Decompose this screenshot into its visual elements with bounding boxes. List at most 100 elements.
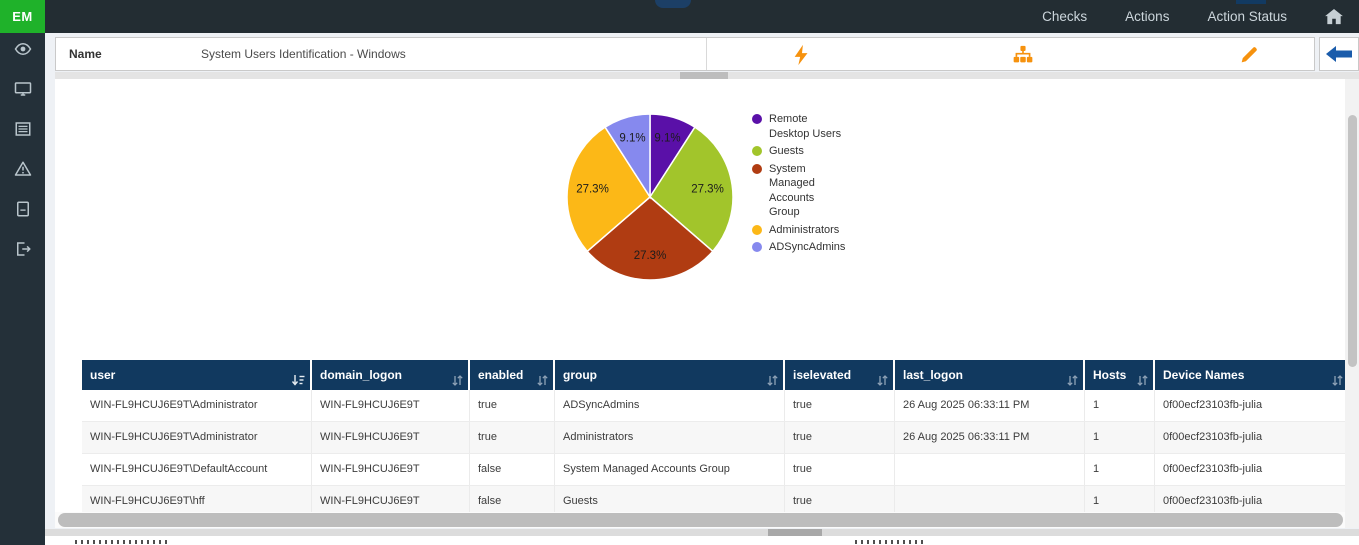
list-icon[interactable] (14, 120, 32, 138)
pie-slice-label: 27.3% (691, 184, 724, 196)
column-header-device-names[interactable]: Device Names (1155, 360, 1350, 390)
legend-item-0[interactable]: Remote Desktop Users (752, 112, 845, 141)
table-cell: 0f00ecf23103fb-julia (1155, 454, 1350, 485)
table-cell: WIN-FL9HCUJ6E9T (312, 390, 470, 421)
back-button-container (1319, 37, 1359, 71)
left-sidebar (0, 33, 45, 545)
pie-slice-label: 27.3% (576, 184, 609, 196)
pie-slice-label: 9.1% (619, 132, 645, 144)
table-cell: WIN-FL9HCUJ6E9T\hff (82, 486, 312, 517)
pie-slice-3[interactable] (566, 126, 651, 253)
scrollbar-thumb[interactable] (768, 529, 822, 536)
table-row[interactable]: WIN-FL9HCUJ6E9T\DefaultAccount WIN-FL9HCU… (82, 454, 1350, 486)
legend-item-3[interactable]: Administrators (752, 223, 845, 238)
legend-color-dot (752, 224, 762, 235)
sort-icon[interactable] (451, 368, 464, 398)
pie-slice-label: 27.3% (634, 250, 667, 262)
clipped-bottom-section (45, 536, 1359, 545)
home-icon[interactable] (1325, 8, 1343, 25)
app-logo[interactable]: EM (0, 0, 45, 33)
top-horizontal-scrollbar[interactable] (55, 72, 1359, 79)
legend-label: Guests (769, 145, 804, 157)
back-arrow-icon[interactable] (1326, 46, 1352, 62)
nav-action-status[interactable]: Action Status (1207, 9, 1287, 24)
legend-label: ADSyncAdmins (769, 241, 846, 253)
table-cell: System Managed Accounts Group (555, 454, 785, 485)
table-row[interactable]: WIN-FL9HCUJ6E9T\Administrator WIN-FL9HCUJ… (82, 390, 1350, 422)
page-horizontal-scrollbar[interactable] (45, 529, 1359, 536)
nav-actions[interactable]: Actions (1125, 9, 1170, 24)
column-label: domain_logon (320, 368, 402, 382)
pie-slice-label: 9.1% (654, 132, 680, 144)
sort-icon[interactable] (536, 368, 549, 398)
column-label: user (90, 368, 116, 382)
nav-checks[interactable]: Checks (1042, 9, 1088, 24)
column-label: group (563, 368, 597, 382)
column-header-domain-logon[interactable]: domain_logon (312, 360, 470, 390)
check-name-value: System Users Identification - Windows (201, 47, 406, 61)
sign-out-icon[interactable] (14, 240, 32, 258)
eye-icon[interactable] (14, 40, 32, 58)
pie-legend: Remote Desktop Users Guests System Managed Ac… (752, 112, 845, 258)
table-cell: WIN-FL9HCUJ6E9T (312, 486, 470, 517)
scrollbar-thumb[interactable] (1348, 115, 1357, 367)
vertical-scrollbar[interactable] (1345, 79, 1359, 528)
sort-icon[interactable] (1136, 368, 1149, 398)
legend-item-1[interactable]: Guests (752, 144, 845, 159)
clipped-top-element (1236, 0, 1266, 4)
table-cell (895, 454, 1085, 485)
table-cell: false (470, 486, 555, 517)
sort-icon[interactable] (876, 368, 889, 398)
sort-icon[interactable] (291, 368, 306, 398)
table-cell: true (470, 390, 555, 421)
table-header-row: user domain_logon enabled group iselevated la… (82, 360, 1350, 390)
truncated-text-fragment (855, 540, 925, 544)
legend-label: System Managed Accounts Group (769, 162, 815, 219)
legend-color-dot (752, 163, 762, 174)
column-header-hosts[interactable]: Hosts (1085, 360, 1155, 390)
column-header-last-logon[interactable]: last_logon (895, 360, 1085, 390)
notebook-icon[interactable] (14, 200, 32, 218)
sort-icon[interactable] (1066, 368, 1079, 398)
table-cell: WIN-FL9HCUJ6E9T\Administrator (82, 422, 312, 453)
legend-item-4[interactable]: ADSyncAdmins (752, 240, 845, 255)
monitor-icon[interactable] (14, 80, 32, 98)
table-cell: true (785, 486, 895, 517)
legend-color-dot (752, 146, 762, 156)
table-cell: false (470, 454, 555, 485)
warning-triangle-icon[interactable] (14, 160, 32, 178)
pencil-icon[interactable] (1238, 44, 1260, 66)
table-row[interactable]: WIN-FL9HCUJ6E9T\Administrator WIN-FL9HCUJ… (82, 422, 1350, 454)
table-cell: WIN-FL9HCUJ6E9T\Administrator (82, 390, 312, 421)
legend-item-2[interactable]: System Managed Accounts Group (752, 162, 845, 220)
name-label: Name (69, 47, 102, 61)
table-cell: 0f00ecf23103fb-julia (1155, 422, 1350, 453)
table-horizontal-scrollbar[interactable] (55, 512, 1345, 528)
legend-label: Administrators (769, 223, 840, 236)
table-cell: true (785, 390, 895, 421)
check-name-panel: Name System Users Identification - Windo… (55, 37, 1315, 71)
table-cell: Administrators (555, 422, 785, 453)
truncated-text-fragment (75, 540, 170, 544)
column-label: last_logon (903, 368, 964, 382)
column-label: Hosts (1093, 368, 1127, 382)
pie-slice-1[interactable] (649, 126, 734, 253)
legend-color-dot (752, 242, 762, 252)
lightning-icon[interactable] (791, 44, 813, 66)
check-result-content: 9.1% 27.3% 27.3% 27.3% 9.1% Remote Desktop Us… (55, 79, 1350, 518)
column-header-group[interactable]: group (555, 360, 785, 390)
column-header-iselevated[interactable]: iselevated (785, 360, 895, 390)
column-header-enabled[interactable]: enabled (470, 360, 555, 390)
pie-slice-4[interactable] (604, 113, 651, 200)
sitemap-icon[interactable] (1012, 44, 1034, 66)
table-cell: 1 (1085, 390, 1155, 421)
scrollbar-thumb[interactable] (58, 513, 1343, 527)
sort-icon[interactable] (1331, 368, 1344, 398)
table-cell: WIN-FL9HCUJ6E9T (312, 454, 470, 485)
sort-icon[interactable] (766, 368, 779, 398)
pie-slice-2[interactable] (586, 196, 714, 281)
column-header-user[interactable]: user (82, 360, 312, 390)
table-cell: WIN-FL9HCUJ6E9T\DefaultAccount (82, 454, 312, 485)
scrollbar-thumb[interactable] (680, 72, 728, 79)
